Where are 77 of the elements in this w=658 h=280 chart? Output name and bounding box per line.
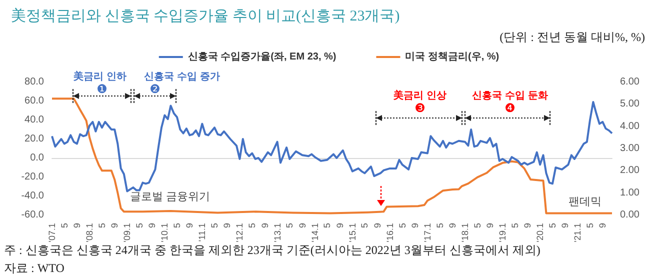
chart-subtitle: (단위 : 전년 동월 대비%, %)	[500, 30, 646, 44]
x-tick-label: 5	[510, 223, 520, 228]
x-tick-label: 9	[297, 223, 308, 228]
annotation: 신흥국 수입 증가	[144, 72, 220, 82]
y2-tick-label: 1.00	[620, 187, 640, 198]
annotation: 팬데믹	[568, 196, 602, 208]
x-tick-label: 9	[522, 223, 533, 228]
x-tick-label: 5	[284, 223, 295, 228]
x-tick-label: 9	[372, 223, 382, 228]
y-tick-label: 60.0	[24, 96, 44, 106]
annotation: ❶	[96, 82, 108, 96]
x-tick-label: 5	[472, 223, 482, 228]
y2-tick-label: 5.00	[620, 98, 640, 110]
y2-tick-label: 6.00	[620, 76, 640, 88]
x-tick-label: 9	[147, 223, 158, 228]
x-tick-label: 5	[172, 223, 182, 228]
x-tick-label: '14.1	[310, 223, 320, 242]
y-tick-label: 80.0	[24, 76, 44, 88]
x-tick-label: '11.1	[197, 223, 208, 242]
annotation: 美금리 인상	[392, 90, 446, 102]
x-tick-label: '10.1	[160, 223, 170, 242]
y-tick-label: -60.0	[21, 210, 44, 220]
x-tick-label: 5	[134, 223, 144, 228]
y2-tick-label: 0.00	[620, 210, 640, 220]
annotation: ❸	[414, 101, 426, 115]
text: 주 : 신흥국은 신흥국 24개국 중 한국을 제외한 23개국 기준(러시아는 2022년 3월부터 신흥국에서 제외)	[4, 243, 540, 257]
text: 자료 : WTO	[4, 261, 65, 275]
x-tick-label: 9	[410, 223, 420, 228]
x-tick-label: '21.1	[572, 223, 583, 242]
x-tick-label: 5	[434, 223, 445, 228]
x-tick-label: '12.1	[234, 223, 245, 242]
legend-label: 미국 정책금리(우, %)	[405, 52, 500, 62]
y-tick-label: 20.0	[24, 134, 44, 144]
x-tick-label: '13.1	[272, 223, 282, 242]
x-tick-label: 5	[210, 223, 220, 228]
y-tick-label: 0.0	[30, 152, 44, 164]
x-tick-label: 9	[184, 223, 195, 228]
x-tick-label: '19.1	[498, 223, 508, 242]
x-tick-label: 9	[484, 223, 495, 228]
x-tick-label: '20.1	[535, 223, 546, 242]
x-tick-label: 5	[322, 223, 332, 228]
x-tick-label: 9	[110, 223, 120, 228]
x-tick-label: '16.1	[384, 223, 395, 242]
x-tick-label: 9	[334, 223, 345, 228]
annotation: 신흥국 수입 둔화	[472, 90, 548, 102]
x-tick-label: 5	[547, 223, 558, 228]
y-tick-label: 40.0	[24, 114, 44, 126]
y-tick-label: -20.0	[21, 172, 44, 182]
y2-tick-label: 3.00	[620, 143, 640, 154]
y2-tick-label: 4.00	[620, 120, 640, 132]
x-tick-label: 9	[560, 223, 570, 228]
annotation: ❷	[150, 82, 160, 96]
line-series	[51, 100, 613, 192]
annotation: 글로벌 금융위기	[130, 191, 210, 203]
annotation: ❹	[504, 101, 516, 115]
x-tick-label: '18.1	[460, 223, 470, 242]
x-tick-label: 9	[260, 223, 270, 228]
y2-tick-label: 2.00	[620, 165, 640, 176]
legend-label: 신흥국 수입증가율(좌, EM 23, %)	[188, 52, 336, 62]
x-tick-label: 9	[72, 223, 82, 228]
x-tick-label: '17.1	[422, 223, 432, 242]
x-tick-label: '08.1	[84, 223, 95, 242]
chart-title: 美정책금리와 신흥국 수입증가율 추이 비교(신흥국 23개국)	[11, 8, 400, 24]
x-tick-label: 5	[585, 223, 596, 228]
x-tick-label: 9	[447, 223, 458, 228]
x-tick-label: '07.1	[47, 223, 57, 242]
x-tick-label: 5	[397, 223, 408, 228]
y-tick-label: -40.0	[21, 190, 44, 202]
x-tick-label: '15.1	[347, 223, 358, 242]
x-tick-label: 5	[360, 223, 370, 228]
x-tick-label: '09.1	[122, 223, 132, 242]
x-tick-label: 9	[598, 223, 608, 228]
x-tick-label: 5	[59, 223, 70, 228]
x-tick-label: 9	[222, 223, 232, 228]
annotation: 美금리 인하	[72, 70, 126, 82]
x-tick-label: 5	[96, 223, 107, 228]
x-tick-label: 5	[247, 223, 258, 228]
